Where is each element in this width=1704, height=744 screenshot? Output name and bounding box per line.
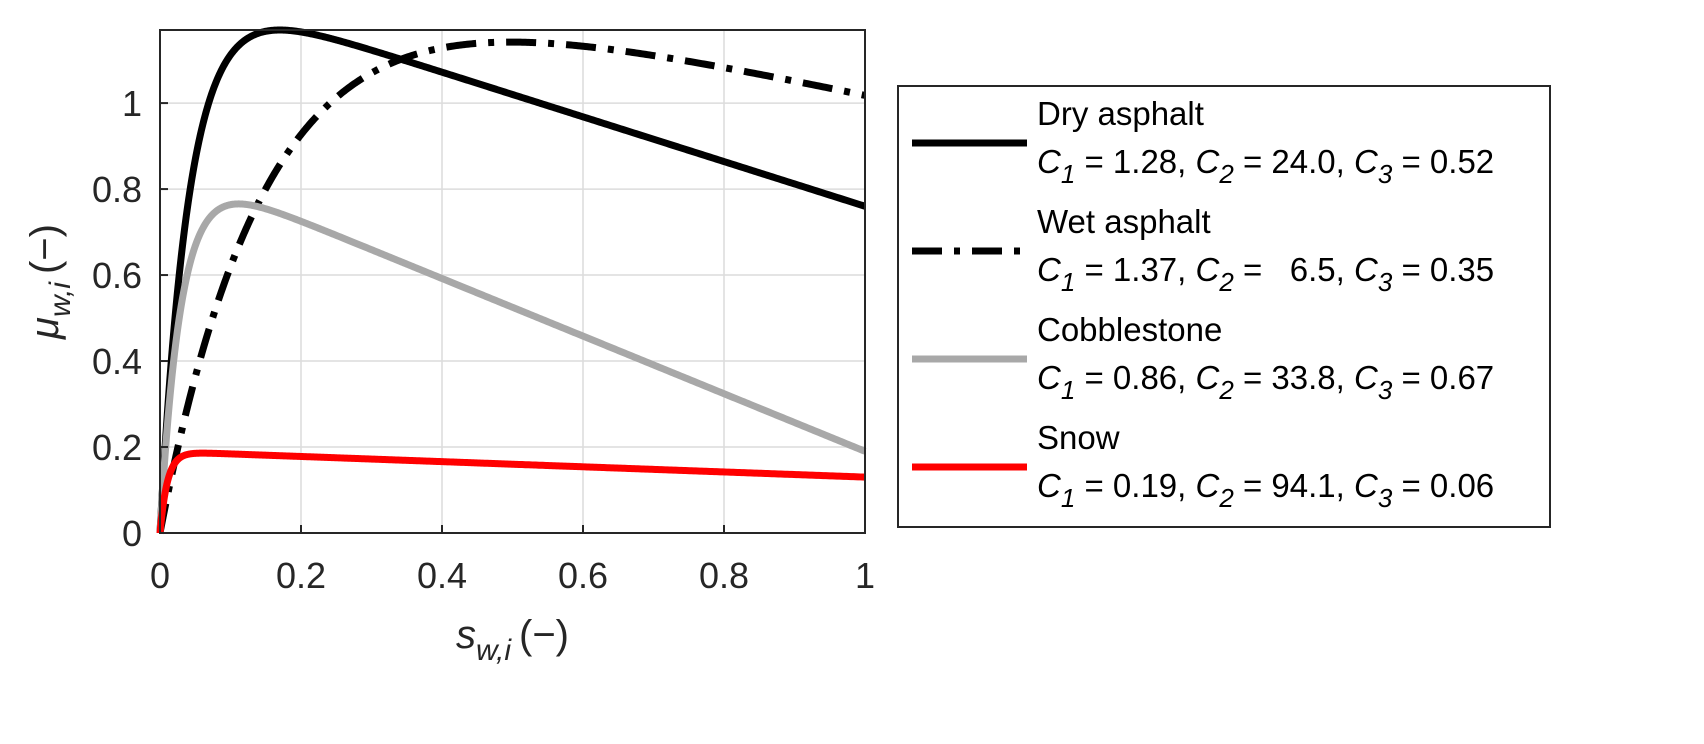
legend-param-value: = 6.5,	[1234, 251, 1354, 288]
series-line-dry-asphalt	[156, 26, 867, 537]
legend-param-subscript: 3	[1378, 159, 1393, 189]
y-axis-label-main: μ	[23, 317, 67, 340]
legend-param-subscript: 2	[1218, 159, 1234, 189]
legend-param-subscript: 2	[1218, 483, 1234, 513]
legend-param-subscript: 3	[1378, 375, 1393, 405]
x-axis-label-unit: (−)	[519, 613, 569, 657]
legend-param-value: = 33.8,	[1234, 359, 1354, 396]
y-tick-label: 0.6	[92, 255, 142, 296]
legend-param-symbol: C	[1354, 251, 1379, 288]
legend-param-value: = 0.67	[1392, 359, 1494, 396]
series-group	[156, 26, 867, 537]
legend-param-value: = 0.86,	[1075, 359, 1195, 396]
legend-param-subscript: 1	[1061, 267, 1075, 297]
legend-params: C1 = 1.28, C2 = 24.0, C3 = 0.52	[1037, 143, 1494, 189]
legend-param-symbol: C	[1354, 143, 1379, 180]
y-axis-label-sub: w,i	[44, 281, 77, 317]
legend-params: C1 = 0.19, C2 = 94.1, C3 = 0.06	[1037, 467, 1494, 513]
legend-param-subscript: 1	[1061, 483, 1075, 513]
legend-param-symbol: C	[1354, 467, 1379, 504]
legend-param-subscript: 1	[1061, 159, 1075, 189]
y-tick-label: 0.2	[92, 427, 142, 468]
legend-param-value: = 0.52	[1392, 143, 1494, 180]
legend-param-value: = 94.1,	[1234, 467, 1354, 504]
legend-param-symbol: C	[1196, 359, 1221, 396]
plot-frame	[159, 29, 866, 534]
legend-series-name: Cobblestone	[1037, 311, 1222, 348]
legend-param-symbol: C	[1196, 251, 1221, 288]
y-ticks: 0 0.2 0.4 0.6 0.8 1	[92, 83, 168, 554]
legend-param-symbol: C	[1037, 359, 1062, 396]
legend-param-subscript: 3	[1378, 267, 1393, 297]
y-tick-label: 0.4	[92, 341, 142, 382]
series-line-snow	[156, 449, 867, 537]
y-tick-label: 0.8	[92, 169, 142, 210]
x-tick-label: 0	[150, 555, 170, 596]
legend-param-value: = 0.19,	[1075, 467, 1195, 504]
legend-param-symbol: C	[1196, 467, 1221, 504]
x-tick-label: 0.6	[558, 555, 608, 596]
x-axis-label-sub: w,i	[476, 634, 512, 667]
legend-param-subscript: 2	[1218, 375, 1234, 405]
series-line-cobblestone	[156, 200, 867, 537]
legend-param-value: = 0.35	[1392, 251, 1494, 288]
legend-param-subscript: 1	[1061, 375, 1075, 405]
x-tick-label: 0.4	[417, 555, 467, 596]
legend-param-symbol: C	[1196, 143, 1221, 180]
series-line-wet-asphalt	[156, 38, 867, 537]
x-tick-label: 0.8	[699, 555, 749, 596]
y-tick-label: 1	[122, 83, 142, 124]
legend-param-subscript: 2	[1218, 267, 1234, 297]
x-tick-label: 0.2	[276, 555, 326, 596]
x-ticks: 0 0.2 0.4 0.6 0.8 1	[150, 525, 875, 596]
x-tick-label: 1	[855, 555, 875, 596]
x-axis-label-main: s	[456, 613, 476, 657]
legend-param-symbol: C	[1037, 467, 1062, 504]
legend-param-symbol: C	[1037, 251, 1062, 288]
legend-box	[897, 85, 1551, 528]
legend-param-value: = 0.06	[1392, 467, 1494, 504]
legend-series-name: Snow	[1037, 419, 1120, 456]
legend-param-value: = 24.0,	[1234, 143, 1354, 180]
legend-series-name: Dry asphalt	[1037, 95, 1204, 132]
y-tick-label: 0	[122, 513, 142, 554]
legend-param-value: = 1.37,	[1075, 251, 1195, 288]
legend-param-subscript: 3	[1378, 483, 1393, 513]
y-axis-label: μw,i (−)	[23, 224, 77, 340]
legend-params: C1 = 1.37, C2 = 6.5, C3 = 0.35	[1037, 251, 1494, 297]
legend-series-name: Wet asphalt	[1037, 203, 1211, 240]
y-axis-label-unit: (−)	[23, 224, 67, 274]
legend-params: C1 = 0.86, C2 = 33.8, C3 = 0.67	[1037, 359, 1494, 405]
legend-param-value: = 1.28,	[1075, 143, 1195, 180]
x-axis-label: sw,i (−)	[456, 613, 569, 667]
legend-param-symbol: C	[1037, 143, 1062, 180]
legend-param-symbol: C	[1354, 359, 1379, 396]
